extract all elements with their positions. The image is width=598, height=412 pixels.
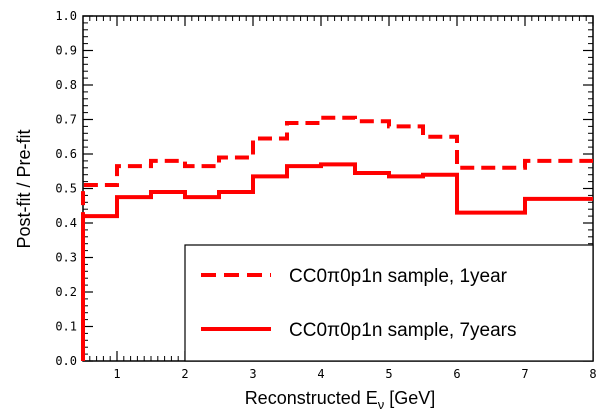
y-tick-label: 0.3 [55, 251, 77, 265]
y-tick-label: 0.1 [55, 320, 77, 334]
legend-label-1: CC0π0p1n sample, 1year [289, 266, 508, 287]
x-tick-label: 3 [249, 367, 256, 381]
x-tick-label: 8 [589, 367, 596, 381]
x-tick-label: 2 [181, 367, 188, 381]
axis-tick-labels: 0.0 0.1 0.2 0.3 0.4 0.5 0.6 0.7 0.8 0.9 1.0 1 2 3 4 5 6 7… [55, 9, 596, 381]
legend-box [184, 244, 594, 362]
y-tick-label: 0.7 [55, 113, 77, 127]
x-tick-label: 1 [113, 367, 120, 381]
x-tick-label: 7 [521, 367, 528, 381]
legend-label-2: CC0π0p1n sample, 7years [289, 320, 517, 341]
y-tick-label: 0.8 [55, 78, 77, 92]
x-axis-title-subscript: ν [378, 397, 385, 412]
series-1-line [81, 115, 593, 248]
y-axis-title: Post-fit / Pre-fit [14, 129, 34, 248]
y-tick-label: 0.4 [55, 216, 77, 230]
y-tick-label: 0.2 [55, 285, 77, 299]
series-2-line [81, 162, 593, 361]
legend: CC0π0p1n sample, 1year CC0π0p1n sample, 7… [184, 244, 594, 362]
y-tick-label: 0.9 [55, 44, 77, 58]
y-tick-label: 0.6 [55, 147, 77, 161]
y-tick-label: 0.5 [55, 182, 77, 196]
series-layer [81, 115, 593, 361]
y-tick-label: 1.0 [55, 9, 77, 23]
y-tick-label: 0.0 [55, 354, 77, 368]
x-tick-label: 4 [317, 367, 324, 381]
x-axis-title: Reconstructed Eν [GeV] [245, 388, 436, 412]
x-tick-label: 6 [453, 367, 460, 381]
x-tick-label: 5 [385, 367, 392, 381]
